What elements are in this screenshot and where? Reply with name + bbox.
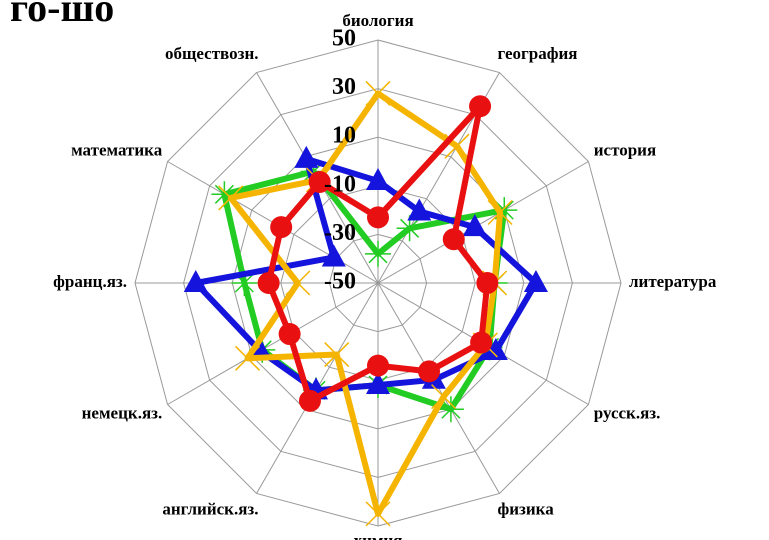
marker <box>487 199 513 226</box>
marker <box>491 197 518 224</box>
marker <box>285 270 311 296</box>
marker <box>437 396 464 423</box>
marker <box>476 272 499 294</box>
marker <box>294 145 319 168</box>
chart-title: го-шо <box>10 0 114 30</box>
marker <box>367 206 389 229</box>
category-label: география <box>498 44 578 63</box>
marker <box>442 228 465 251</box>
series <box>218 80 513 527</box>
marker <box>469 95 492 118</box>
marker <box>270 216 293 239</box>
series <box>257 95 499 412</box>
marker <box>231 270 258 296</box>
marker <box>365 501 391 527</box>
category-label: русск.яз. <box>594 403 661 422</box>
category-label: немецк.яз. <box>82 403 163 422</box>
y-tick-label: 50 <box>332 26 356 52</box>
y-tick-label: -10 <box>324 171 356 197</box>
y-tick-label: 10 <box>332 123 356 149</box>
y-tick-label: -50 <box>324 269 356 295</box>
marker <box>278 323 301 346</box>
category-label: обществозн. <box>165 44 258 63</box>
marker <box>366 167 390 190</box>
marker <box>523 270 548 292</box>
marker <box>308 170 331 193</box>
spoke <box>377 161 589 284</box>
category-label: история <box>594 140 656 159</box>
marker <box>257 272 280 294</box>
category-label: английск.яз. <box>162 500 258 519</box>
marker <box>418 360 441 383</box>
y-tick-label: 30 <box>332 74 356 100</box>
marker <box>366 372 390 395</box>
category-label: биология <box>342 11 413 30</box>
y-tick-label: -30 <box>324 220 356 246</box>
category-label: химия <box>354 531 403 540</box>
marker <box>183 270 208 292</box>
marker <box>365 80 391 106</box>
category-label: франц.яз. <box>53 272 127 291</box>
category-label: математика <box>71 140 163 159</box>
spoke <box>167 282 379 405</box>
series <box>183 145 548 400</box>
series-line <box>227 90 504 517</box>
marker <box>298 389 321 412</box>
category-label: литература <box>629 272 717 291</box>
marker <box>300 158 327 185</box>
marker <box>321 244 346 267</box>
category-label: физика <box>498 500 555 519</box>
marker <box>324 342 350 368</box>
marker <box>234 345 261 371</box>
marker <box>365 240 391 267</box>
marker <box>211 181 238 208</box>
marker <box>462 214 487 237</box>
marker <box>470 331 493 354</box>
marker <box>367 354 389 377</box>
marker <box>396 215 423 242</box>
marker <box>407 198 432 221</box>
marker <box>218 185 244 211</box>
marker <box>483 338 508 361</box>
marker <box>431 384 457 410</box>
